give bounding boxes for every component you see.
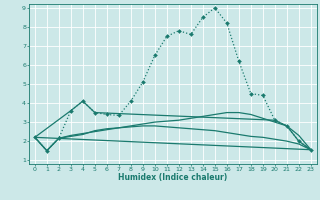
X-axis label: Humidex (Indice chaleur): Humidex (Indice chaleur)	[118, 173, 228, 182]
